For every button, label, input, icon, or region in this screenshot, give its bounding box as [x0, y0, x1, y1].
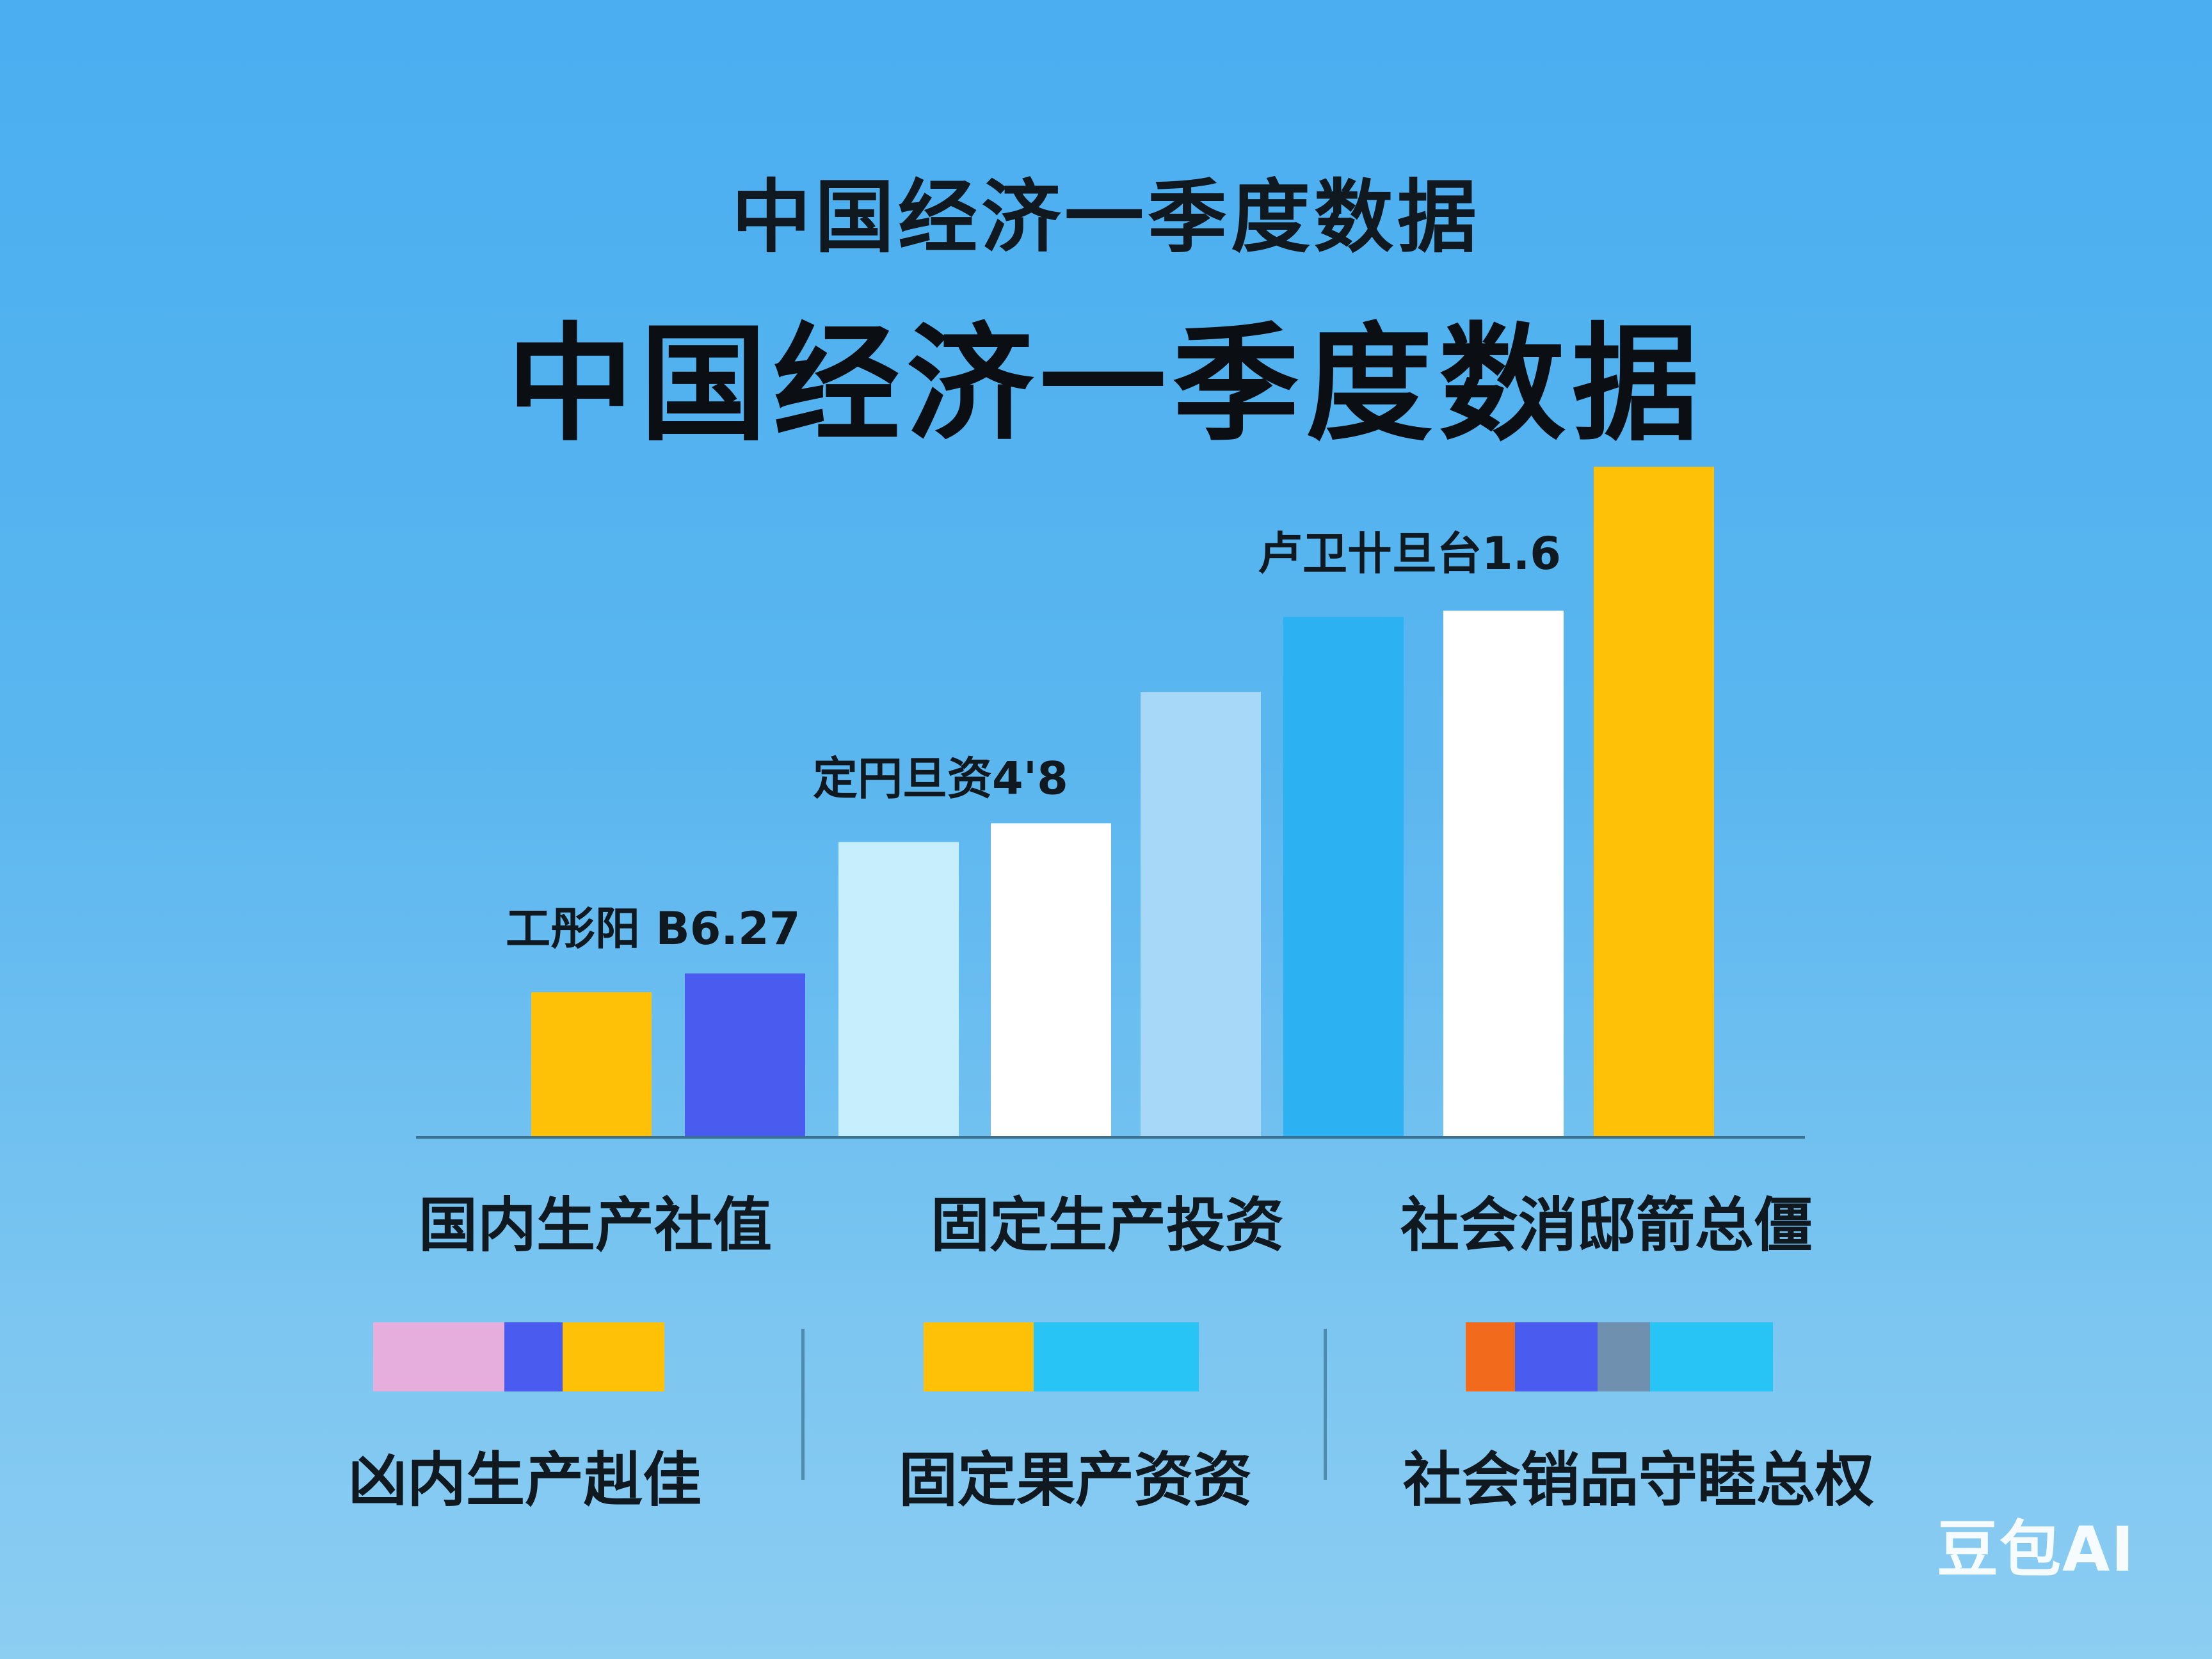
- legend-swatch-segment: [1466, 1322, 1515, 1391]
- legend-divider: [1324, 1329, 1327, 1480]
- bar-annotation-1: 定円旦资4'8: [813, 753, 1068, 805]
- bar-0: [531, 992, 652, 1136]
- bar-5: [1283, 616, 1404, 1136]
- legend-swatch-segment: [1034, 1322, 1199, 1391]
- bar-4: [1141, 692, 1261, 1136]
- category-label-investment: 固定生产投资: [930, 1191, 1284, 1260]
- legend-swatch-segment: [373, 1322, 504, 1391]
- bar-2: [838, 842, 959, 1136]
- bar-1: [685, 973, 805, 1136]
- legend-swatch-segment: [1598, 1322, 1650, 1391]
- legend-swatch-segment: [504, 1322, 563, 1391]
- legend-swatch-investment: [924, 1322, 1199, 1391]
- bar-3: [991, 823, 1111, 1136]
- chart-title: 中国经济一季度数据: [507, 310, 1705, 458]
- legend-label-retail: 社会销品守睦总权: [1402, 1446, 1874, 1514]
- legend-label-investment: 固定果产资资: [898, 1446, 1252, 1514]
- bar-chart: 工彤阳 B6.27 定円旦资4'8 卢卫卄旦台1.6: [416, 467, 1805, 1139]
- legend-swatch-segment: [1514, 1322, 1598, 1391]
- category-label-gdp: 国内生产社值: [418, 1191, 772, 1260]
- legend-swatch-segment: [924, 1322, 1034, 1391]
- bar-annotation-0: 工彤阳 B6.27: [506, 902, 800, 955]
- legend-label-gdp: 凶内生产赳佳: [348, 1446, 701, 1514]
- legend-swatch-retail: [1466, 1322, 1773, 1391]
- legend-swatch-segment: [1649, 1322, 1773, 1391]
- chart-subtitle: 中国经济一季度数据: [731, 172, 1480, 264]
- legend-swatch-segment: [562, 1322, 664, 1391]
- legend-divider: [801, 1329, 805, 1480]
- legend-swatch-gdp: [373, 1322, 664, 1391]
- bar-7: [1594, 467, 1714, 1137]
- watermark-logo: 豆包AI: [1936, 1514, 2135, 1585]
- category-label-retail: 社会消邸箭总僵: [1400, 1191, 1813, 1260]
- bar-6: [1443, 611, 1564, 1136]
- bar-annotation-2: 卢卫卄旦台1.6: [1258, 527, 1561, 580]
